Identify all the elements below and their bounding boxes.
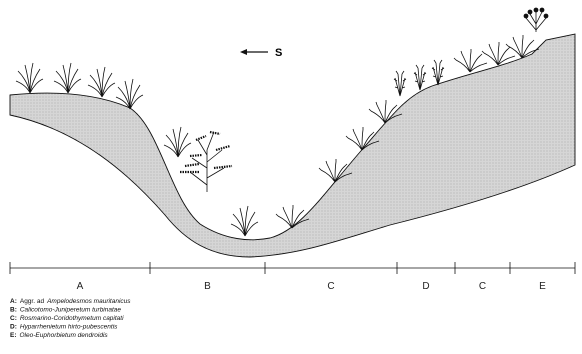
- legend-letter: C:: [10, 315, 17, 322]
- segment-axis: [10, 262, 575, 274]
- legend-name: Hyparrhenietum hirto-pubescentis: [20, 324, 118, 331]
- legend-name: Oleo-Euphorbietum dendroidis: [20, 332, 109, 339]
- arrow-head: [240, 49, 247, 55]
- direction-label: S: [275, 47, 282, 59]
- ground-profile: [10, 34, 575, 257]
- transect-diagram: S A B C D C E A:Aggr. adAmpelodesmos mauritan…: [0, 0, 582, 354]
- legend-prefix: Aggr. ad: [20, 298, 45, 305]
- legend-entry: E:Oleo-Euphorbietum dendroidis: [10, 332, 108, 339]
- direction-indicator: S: [240, 47, 282, 59]
- legend-name: Rosmarino-Coridothymetum capitati: [20, 315, 124, 322]
- legend-letter: D:: [10, 324, 17, 331]
- segment-label: C: [479, 281, 486, 292]
- segment-label: C: [327, 281, 334, 292]
- legend-letter: B:: [10, 307, 17, 314]
- segment-label: B: [204, 281, 211, 292]
- legend-entry: C:Rosmarino-Coridothymetum capitati: [10, 315, 124, 322]
- legend-entry: B:Calicotomo-Juniperetum turbinatae: [10, 307, 121, 314]
- tree: [180, 132, 232, 192]
- legend-letter: E:: [10, 332, 17, 339]
- segment-label: A: [77, 281, 84, 292]
- legend-letter: A:: [10, 298, 17, 305]
- legend-name: Calicotomo-Juniperetum turbinatae: [20, 307, 122, 314]
- segment-label: E: [539, 281, 546, 292]
- legend-name: Ampelodesmos mauritanicus: [46, 298, 131, 305]
- euphorbia: [524, 8, 548, 32]
- segment-label: D: [422, 281, 429, 292]
- legend-entry: D:Hyparrhenietum hirto-pubescentis: [10, 324, 118, 331]
